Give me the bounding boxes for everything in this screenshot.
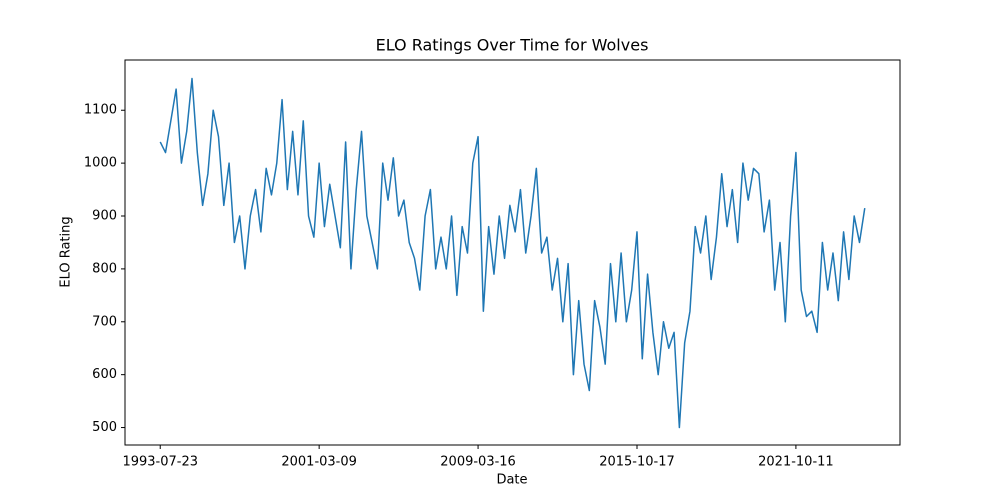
y-tick-label: 1000 [84,156,117,171]
x-tick-label: 2015-10-17 [599,455,675,470]
x-tick-label: 1993-07-23 [122,455,198,470]
y-tick-label: 600 [92,367,117,382]
y-tick-label: 1100 [84,103,117,118]
y-axis-label: ELO Rating [59,216,74,287]
x-tick-label: 2001-03-09 [281,455,357,470]
chart-title: ELO Ratings Over Time for Wolves [376,36,649,55]
y-tick-label: 800 [92,261,117,276]
x-axis-label: Date [496,473,527,488]
x-tick-label: 2021-10-11 [758,455,834,470]
x-tick-label: 2009-03-16 [440,455,516,470]
y-tick-label: 500 [92,420,117,435]
elo-line [159,77,866,429]
plot-frame [124,59,901,446]
y-tick-label: 700 [92,314,117,329]
y-tick-label: 900 [92,209,117,224]
